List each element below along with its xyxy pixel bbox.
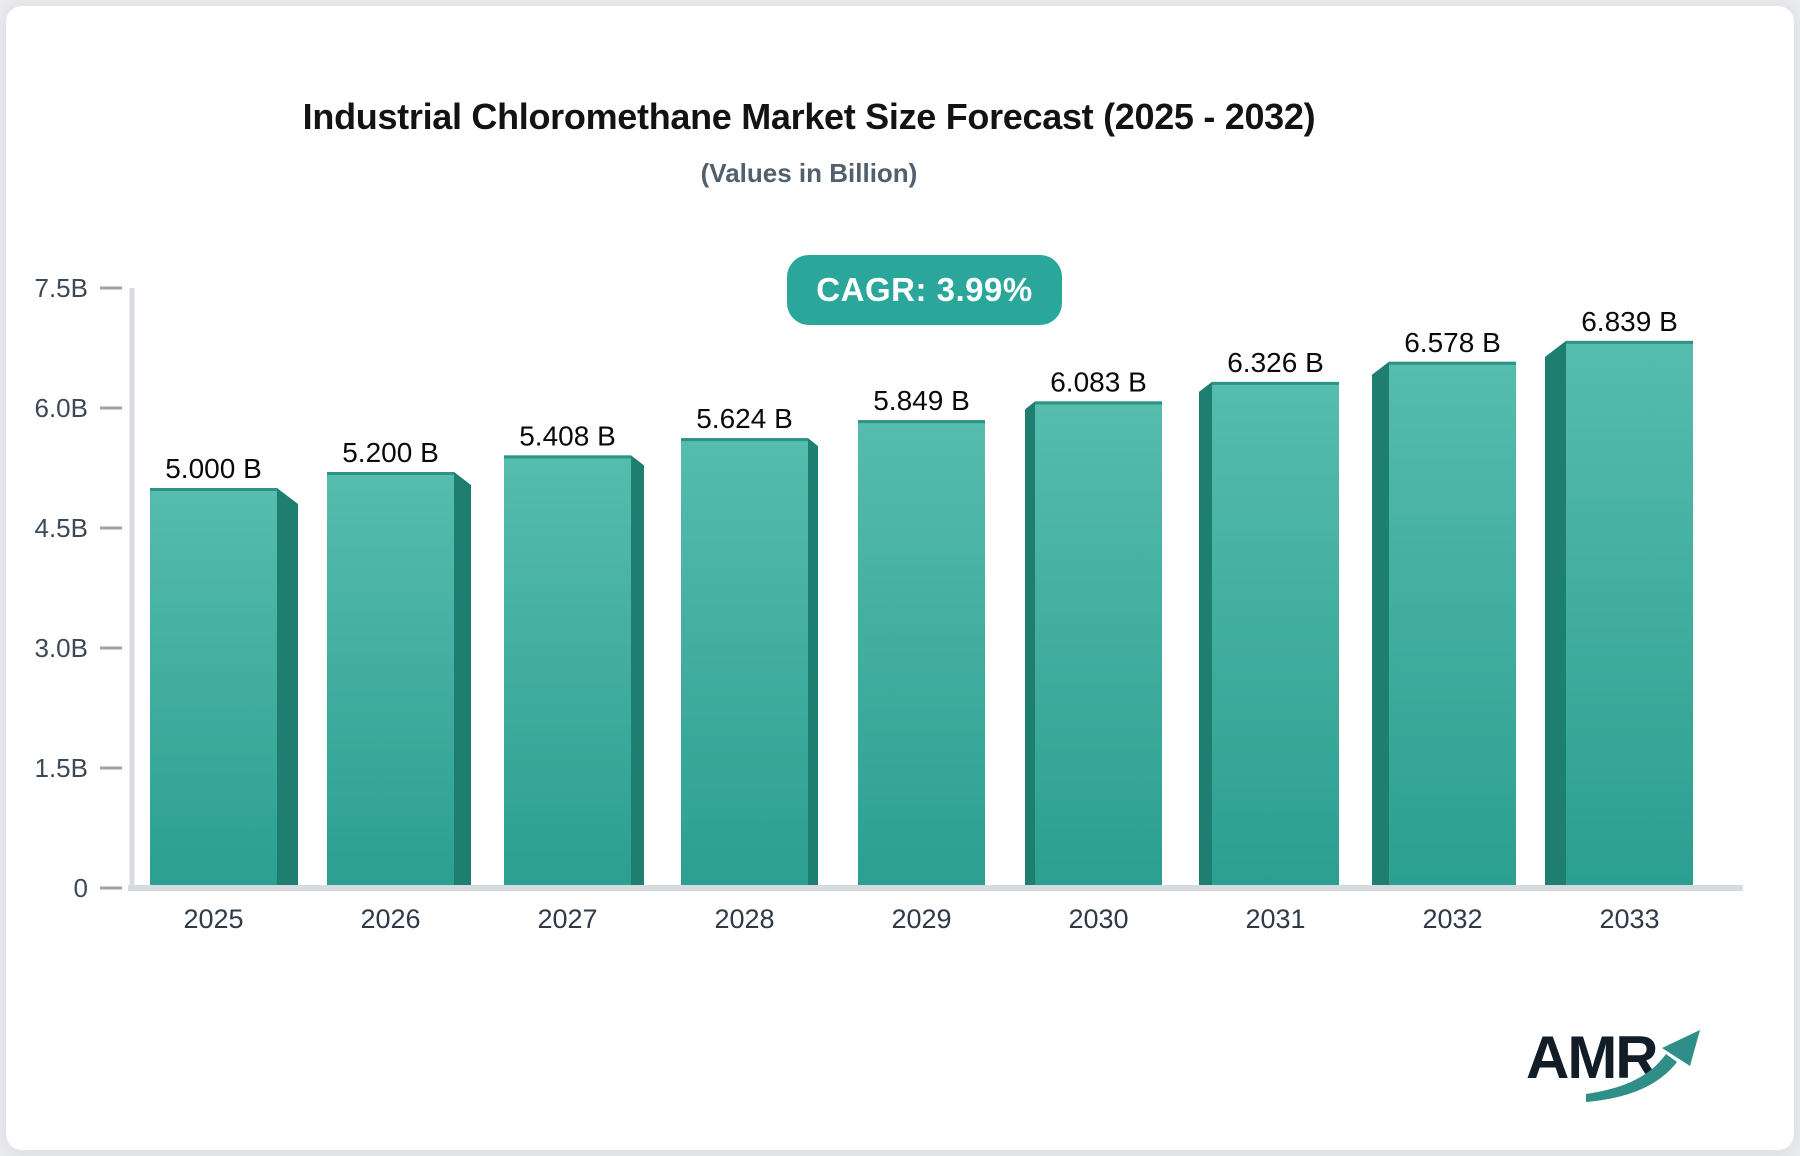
bar-2027 xyxy=(504,455,631,888)
bar-value-label-2027: 5.408 B xyxy=(519,420,616,451)
x-axis-label-2029: 2029 xyxy=(891,904,951,934)
bar-side-2031 xyxy=(1199,381,1212,888)
bar-2026 xyxy=(327,472,454,888)
bar-value-label-2033: 6.839 B xyxy=(1581,306,1678,337)
bar-value-label-2029: 5.849 B xyxy=(873,385,970,416)
bar-2032 xyxy=(1389,361,1516,888)
x-axis-label-2033: 2033 xyxy=(1599,904,1659,934)
x-axis-label-2028: 2028 xyxy=(714,904,774,934)
x-axis-label-2026: 2026 xyxy=(360,904,420,934)
chart-subtitle: (Values in Billion) xyxy=(700,158,918,188)
x-axis-label-2031: 2031 xyxy=(1245,904,1305,934)
x-axis-label-2032: 2032 xyxy=(1422,904,1482,934)
bar-value-label-2032: 6.578 B xyxy=(1404,327,1501,358)
chart-title: Industrial Chloromethane Market Size For… xyxy=(302,96,1316,137)
cagr-badge: CAGR: 3.99% xyxy=(787,255,1062,325)
bar-2030 xyxy=(1035,401,1162,888)
y-tick-label: 1.5B xyxy=(35,753,89,783)
y-tick-label: 7.5B xyxy=(35,273,89,303)
bar-2033 xyxy=(1566,340,1693,888)
bar-side-2032 xyxy=(1372,361,1389,888)
y-tick-label: 6.0B xyxy=(35,393,89,423)
bar-side-2026 xyxy=(454,472,471,888)
bar-side-2025 xyxy=(277,488,298,888)
bar-2029 xyxy=(858,420,985,888)
bar-value-label-2026: 5.200 B xyxy=(342,437,439,468)
bar-value-label-2025: 5.000 B xyxy=(165,453,262,484)
y-tick-label: 4.5B xyxy=(35,513,89,543)
growth-arrow-icon xyxy=(1586,1030,1700,1102)
bar-side-2028 xyxy=(808,438,818,888)
amr-logo: AMR xyxy=(1526,1028,1736,1138)
x-axis-label-2025: 2025 xyxy=(183,904,243,934)
bar-side-2030 xyxy=(1025,401,1035,888)
bar-side-2033 xyxy=(1545,340,1566,888)
bar-side-2027 xyxy=(631,455,644,888)
bar-2025 xyxy=(150,488,277,888)
y-tick-label: 0 xyxy=(74,873,88,903)
bar-value-label-2031: 6.326 B xyxy=(1227,347,1324,378)
x-axis-label-2030: 2030 xyxy=(1068,904,1128,934)
bar-value-label-2030: 6.083 B xyxy=(1050,366,1147,397)
bar-2028 xyxy=(681,438,808,888)
y-tick-label: 3.0B xyxy=(35,633,89,663)
amr-logo-text: AMR xyxy=(1526,1024,1659,1091)
bar-value-label-2028: 5.624 B xyxy=(696,403,793,434)
bar-2031 xyxy=(1212,381,1339,888)
growth-arrow-path xyxy=(1586,1030,1700,1102)
x-axis-label-2027: 2027 xyxy=(537,904,597,934)
